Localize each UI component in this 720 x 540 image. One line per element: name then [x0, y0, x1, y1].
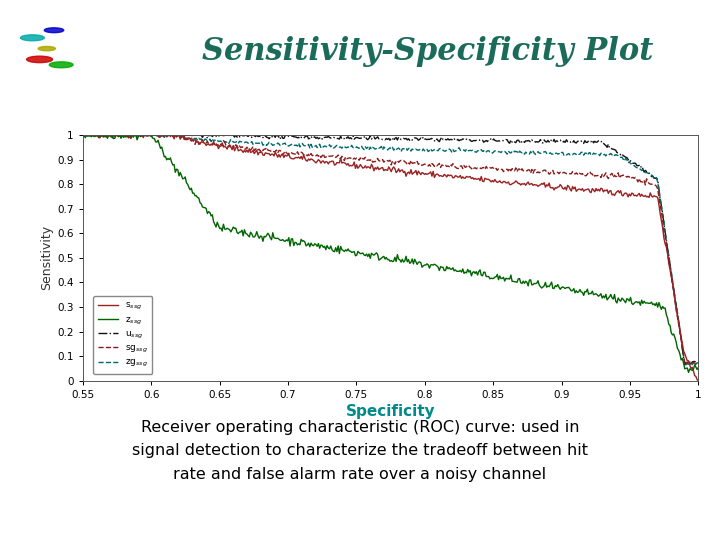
- Text: Sensitivity-Specificity Plot: Sensitivity-Specificity Plot: [202, 36, 653, 68]
- z$_{ssg}$: [694, 364, 703, 370]
- s$_{ssg}$: [78, 132, 87, 138]
- Ellipse shape: [45, 28, 63, 32]
- z$_{ssg}$: [445, 265, 454, 271]
- zg$_{ssg}$: [694, 360, 703, 367]
- z$_{ssg}$: [679, 360, 688, 367]
- s$_{ssg}$: [694, 377, 703, 384]
- u$_{ssg}$: [78, 132, 87, 138]
- zg$_{ssg}$: [682, 362, 690, 369]
- Ellipse shape: [27, 56, 53, 63]
- Text: Receiver operating characteristic (ROC) curve: used in
signal detection to chara: Receiver operating characteristic (ROC) …: [132, 420, 588, 482]
- Line: z$_{ssg}$: z$_{ssg}$: [83, 135, 698, 373]
- z$_{ssg}$: [684, 369, 693, 376]
- u$_{ssg}$: [680, 362, 689, 368]
- zg$_{ssg}$: [446, 147, 455, 153]
- sg$_{ssg}$: [371, 158, 379, 165]
- Y-axis label: Sensitivity: Sensitivity: [40, 225, 53, 291]
- u$_{ssg}$: [694, 360, 703, 366]
- zg$_{ssg}$: [78, 132, 87, 139]
- zg$_{ssg}$: [413, 147, 421, 153]
- Ellipse shape: [38, 46, 55, 51]
- zg$_{ssg}$: [680, 360, 689, 367]
- u$_{ssg}$: [679, 354, 688, 361]
- z$_{ssg}$: [583, 286, 592, 292]
- s$_{ssg}$: [583, 186, 592, 192]
- sg$_{ssg}$: [583, 171, 592, 178]
- X-axis label: Specificity: Specificity: [346, 404, 436, 419]
- s$_{ssg}$: [374, 166, 383, 173]
- Line: s$_{ssg}$: s$_{ssg}$: [83, 135, 698, 381]
- s$_{ssg}$: [445, 172, 454, 179]
- u$_{ssg}$: [583, 139, 592, 146]
- z$_{ssg}$: [412, 259, 420, 265]
- s$_{ssg}$: [412, 167, 420, 174]
- s$_{ssg}$: [371, 164, 379, 171]
- sg$_{ssg}$: [412, 160, 420, 166]
- Ellipse shape: [49, 62, 73, 68]
- u$_{ssg}$: [412, 135, 420, 141]
- sg$_{ssg}$: [78, 132, 87, 138]
- Legend: s$_{ssg}$, z$_{ssg}$, u$_{ssg}$, sg$_{ssg}$, zg$_{ssg}$: s$_{ssg}$, z$_{ssg}$, u$_{ssg}$, sg$_{ss…: [94, 296, 153, 374]
- Line: zg$_{ssg}$: zg$_{ssg}$: [83, 135, 698, 366]
- sg$_{ssg}$: [679, 353, 688, 359]
- zg$_{ssg}$: [376, 145, 384, 151]
- sg$_{ssg}$: [694, 361, 703, 368]
- u$_{ssg}$: [371, 136, 379, 142]
- sg$_{ssg}$: [445, 164, 454, 170]
- sg$_{ssg}$: [374, 158, 383, 164]
- zg$_{ssg}$: [585, 150, 593, 157]
- z$_{ssg}$: [78, 132, 87, 138]
- Line: sg$_{ssg}$: sg$_{ssg}$: [83, 135, 698, 364]
- u$_{ssg}$: [445, 137, 454, 143]
- Line: u$_{ssg}$: u$_{ssg}$: [83, 135, 698, 365]
- zg$_{ssg}$: [85, 132, 94, 138]
- z$_{ssg}$: [374, 257, 383, 264]
- u$_{ssg}$: [374, 136, 383, 142]
- s$_{ssg}$: [679, 348, 688, 354]
- zg$_{ssg}$: [372, 145, 381, 152]
- sg$_{ssg}$: [692, 361, 701, 368]
- Ellipse shape: [20, 35, 45, 41]
- z$_{ssg}$: [371, 251, 379, 257]
